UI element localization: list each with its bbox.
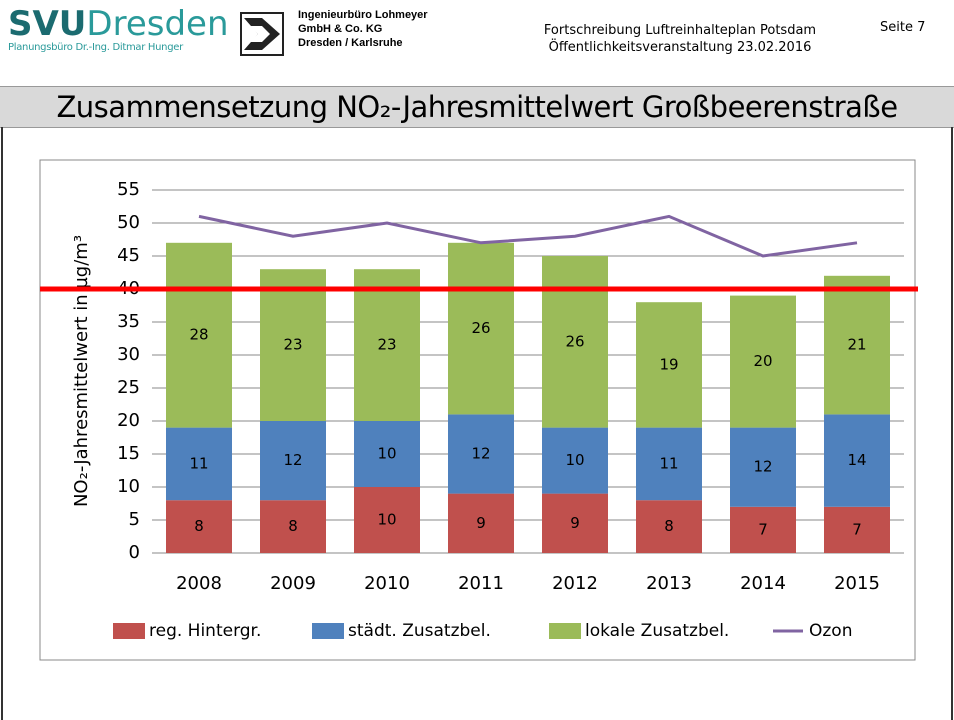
bar-segment (354, 269, 420, 421)
y-tick-label: 45 (117, 245, 140, 266)
data-label: 12 (283, 451, 302, 469)
data-label: 12 (753, 458, 772, 476)
border (951, 127, 953, 720)
data-label: 11 (189, 454, 208, 472)
legend-label: Ozon (809, 621, 852, 641)
y-tick-label: 5 (129, 509, 140, 530)
data-label: 8 (664, 517, 674, 535)
bar-segment (260, 269, 326, 421)
logo-name: Dresden (86, 4, 229, 44)
y-tick-label: 50 (117, 212, 140, 233)
y-tick-label: 25 (117, 377, 140, 398)
bar-segment (824, 506, 890, 553)
line-series (198, 214, 858, 258)
bar-segment (448, 242, 514, 415)
bar-segment (824, 414, 890, 507)
data-label: 14 (847, 451, 866, 469)
bar-segment (260, 421, 326, 501)
event-line: Öffentlichkeitsveranstaltung 23.02.2016 (548, 40, 812, 55)
data-label: 10 (377, 445, 396, 463)
legend-label: reg. Hintergr. (149, 621, 261, 641)
data-label: 20 (753, 352, 772, 370)
x-tick-label: 2011 (458, 573, 504, 594)
data-label: 9 (476, 514, 486, 532)
bar-segment (260, 500, 326, 553)
bar-segment (354, 487, 420, 553)
border (1, 127, 3, 720)
bar-segment (448, 493, 514, 553)
bar-segment (636, 427, 702, 501)
x-tick-label: 2014 (740, 573, 786, 594)
event: Fortschreibung Luftreinhalteplan Potsdam… (505, 22, 855, 56)
legend-swatch (113, 623, 145, 639)
slide-title: Zusammensetzung NO₂-Jahresmittelwert Gro… (0, 86, 954, 128)
bar-segment (636, 302, 702, 428)
x-tick-label: 2013 (646, 573, 692, 594)
page-number: Seite 7 (880, 20, 926, 35)
y-tick-label: 15 (117, 443, 140, 464)
y-tick-label: 35 (117, 311, 140, 332)
data-label: 9 (570, 514, 580, 532)
data-label: 23 (377, 336, 396, 354)
bar-segment (166, 427, 232, 501)
legend-label: städt. Zusatzbel. (348, 621, 491, 641)
bar-segment (730, 506, 796, 553)
company-line: GmbH & Co. KG (298, 23, 383, 35)
bar-segment (448, 414, 514, 494)
bar-segment (166, 500, 232, 553)
svu-logo: SVUDresden Planungsbüro Dr.-Ing. Ditmar … (8, 6, 238, 53)
data-label: 12 (471, 445, 490, 463)
y-tick-label: 30 (117, 344, 140, 365)
bar-segment (354, 421, 420, 487)
x-tick-label: 2010 (364, 573, 410, 594)
y-tick-label: 55 (117, 179, 140, 200)
x-tick-label: 2008 (176, 573, 222, 594)
data-label: 7 (758, 520, 768, 538)
bar-segment (730, 427, 796, 507)
logo-sub: Planungsbüro Dr.-Ing. Ditmar Hunger (8, 42, 183, 53)
data-label: 11 (659, 454, 678, 472)
bar-segment (542, 427, 608, 494)
company-line: Dresden / Karlsruhe (298, 37, 403, 49)
logo-brand: SVU (8, 4, 87, 44)
legend-swatch (549, 623, 581, 639)
data-label: 8 (194, 517, 204, 535)
bar-segment (542, 256, 608, 428)
bar-segment (636, 500, 702, 553)
data-label: 26 (471, 319, 490, 337)
data-label: 19 (659, 355, 678, 373)
x-tick-label: 2012 (552, 573, 598, 594)
data-label: 26 (565, 332, 584, 350)
bar-segment (824, 275, 890, 415)
data-label: 28 (189, 326, 208, 344)
data-label: 10 (565, 451, 584, 469)
y-tick-label: 10 (117, 476, 140, 497)
data-label: 21 (847, 336, 866, 354)
company: Ingenieurbüro Lohmeyer GmbH & Co. KG Dre… (298, 8, 428, 50)
bar-segment (542, 493, 608, 553)
data-label: 8 (288, 517, 298, 535)
data-label: 10 (377, 511, 396, 529)
y-tick-label: 20 (117, 410, 140, 431)
bar-segment (166, 242, 232, 428)
x-tick-label: 2015 (834, 573, 880, 594)
y-axis-label: NO₂-Jahresmittelwert in µg/m³ (71, 235, 92, 507)
lohmeyer-logo (240, 12, 284, 56)
company-line: Ingenieurbüro Lohmeyer (298, 9, 428, 21)
y-tick-label: 0 (129, 542, 140, 563)
data-label: 7 (852, 520, 862, 538)
legend-label: lokale Zusatzbel. (585, 621, 729, 641)
x-tick-label: 2009 (270, 573, 316, 594)
data-label: 23 (283, 336, 302, 354)
event-line: Fortschreibung Luftreinhalteplan Potsdam (543, 23, 817, 38)
legend-swatch (312, 623, 344, 639)
bar-segment (730, 295, 796, 428)
